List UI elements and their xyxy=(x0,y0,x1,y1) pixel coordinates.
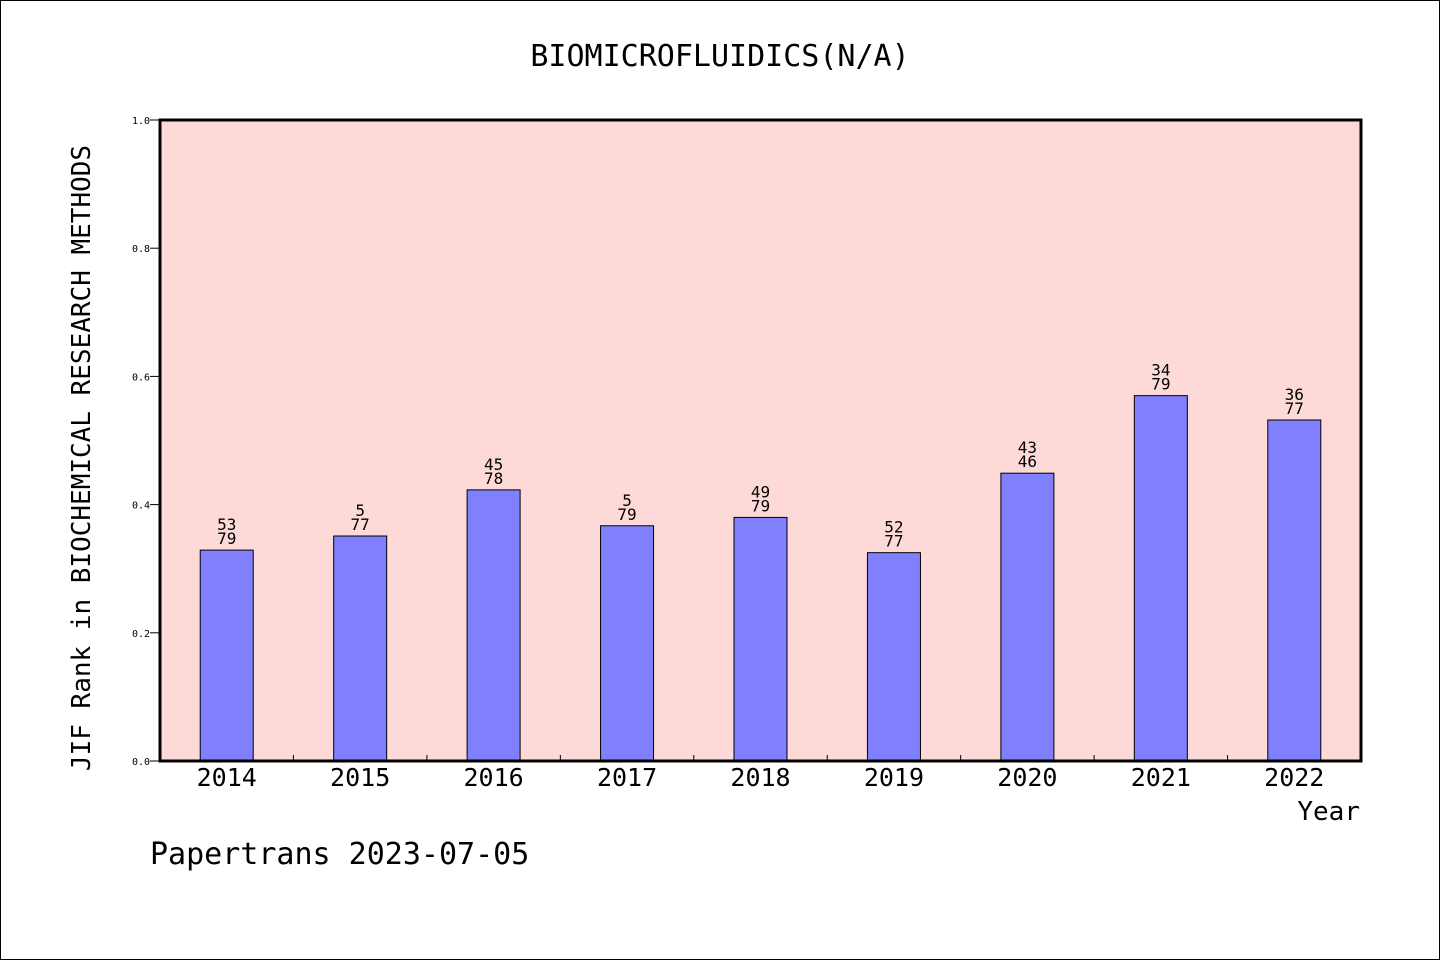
bar-2016 xyxy=(466,489,521,762)
footer-text: Papertrans 2023-07-05 xyxy=(150,837,529,872)
bar-label-top: 45 xyxy=(484,455,503,474)
bar-label-top: 34 xyxy=(1151,361,1170,380)
x-tick-label: 2019 xyxy=(864,763,924,792)
bar-label-bottom: 79 xyxy=(617,505,636,524)
bar-2017 xyxy=(600,525,655,762)
y-tick-label: 0.2 xyxy=(132,629,150,640)
bar-2014 xyxy=(199,549,254,762)
bar-label-top: 5 xyxy=(622,491,632,510)
bar-2022 xyxy=(1267,419,1322,762)
bar-2020 xyxy=(1000,472,1055,762)
x-tick-label: 2015 xyxy=(330,763,390,792)
bar-2018 xyxy=(733,516,788,762)
bar-label-top: 5 xyxy=(355,501,365,520)
bar-2015 xyxy=(333,535,388,762)
bar-label-bottom: 46 xyxy=(1018,452,1037,471)
x-tick-label: 2014 xyxy=(197,763,257,792)
y-tick-label: 0.6 xyxy=(132,372,150,383)
x-tick-label: 2020 xyxy=(997,763,1057,792)
x-tick-label: 2018 xyxy=(730,763,790,792)
labels-layer: 0.00.20.40.60.81.05379201457720154578201… xyxy=(132,116,1324,792)
bar-label-top: 53 xyxy=(217,515,236,534)
bar-label-bottom: 78 xyxy=(484,469,503,488)
bar-label-bottom: 77 xyxy=(884,532,903,551)
x-tick-label: 2022 xyxy=(1264,763,1324,792)
y-tick-label: 0.0 xyxy=(132,757,150,768)
bar-label-top: 36 xyxy=(1285,385,1304,404)
x-axis-label: Year xyxy=(1297,797,1360,827)
bar-label-bottom: 77 xyxy=(1285,399,1304,418)
bars-layer xyxy=(199,395,1322,762)
bar-2019 xyxy=(866,552,921,762)
x-tick-label: 2016 xyxy=(464,763,524,792)
bar-label-top: 49 xyxy=(751,482,770,501)
x-tick-label: 2017 xyxy=(597,763,657,792)
bar-label-bottom: 77 xyxy=(351,515,370,534)
plot-border xyxy=(158,118,1363,763)
bar-label-bottom: 79 xyxy=(217,529,236,548)
x-tick-label: 2021 xyxy=(1131,763,1191,792)
y-axis-label: JIF Rank in BIOCHEMICAL RESEARCH METHODS xyxy=(67,145,97,771)
chart-title: BIOMICROFLUIDICS(N/A) xyxy=(530,39,909,74)
bar-label-bottom: 79 xyxy=(751,496,770,515)
bar-label-top: 43 xyxy=(1018,438,1037,457)
bar-label-bottom: 79 xyxy=(1151,375,1170,394)
y-tick-label: 0.8 xyxy=(132,244,150,255)
y-tick-label: 1.0 xyxy=(132,116,150,127)
y-tick-label: 0.4 xyxy=(132,501,150,512)
bar-label-top: 52 xyxy=(884,518,903,537)
bar-2021 xyxy=(1133,395,1188,762)
